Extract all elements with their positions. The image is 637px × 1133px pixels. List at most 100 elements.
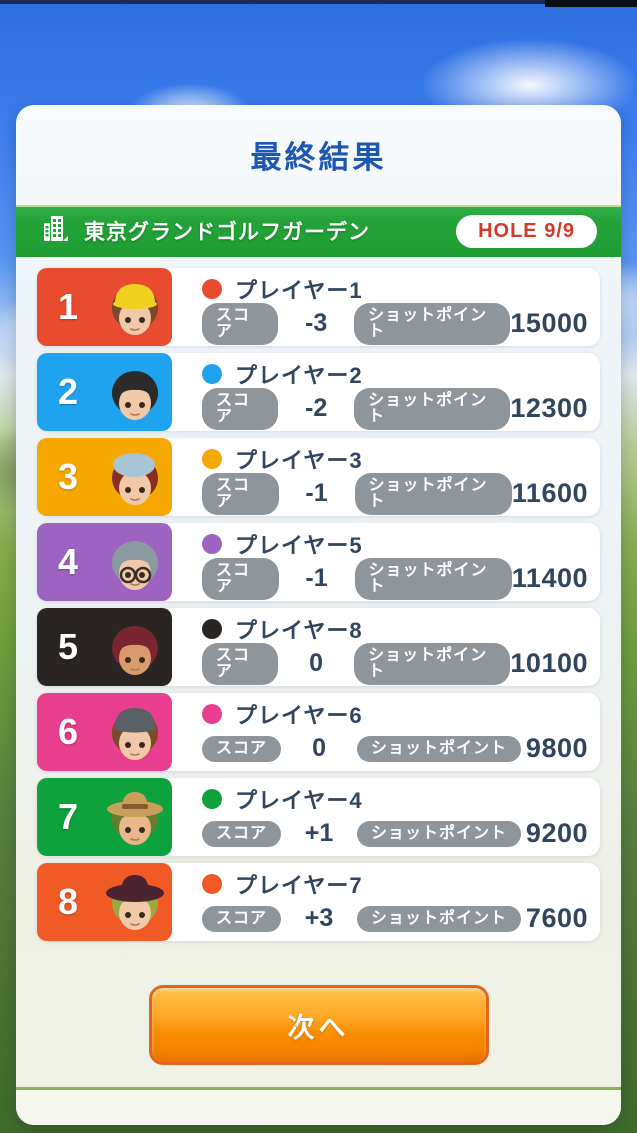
player-avatar-icon: [98, 270, 172, 346]
player-color-dot: [202, 873, 222, 894]
player-name: プレイヤー2: [235, 362, 363, 388]
rank-number: 5: [57, 626, 79, 667]
shot-point-value: 11600: [511, 478, 588, 508]
top-edge-artifact: [0, 0, 637, 4]
player-row-main: プレイヤー1 スコア -3 ショットポイント 15000: [172, 268, 600, 346]
rank-badge: 4: [37, 523, 172, 601]
player-row: 3 プレイヤー3 スコア -1 ショットポイント 11600: [37, 438, 600, 516]
ranking-list: 1 プレイヤー1 スコア -3 ショットポイント 15000 2 プレイヤー2: [37, 268, 600, 941]
shot-point-value: 9200: [525, 818, 588, 848]
shot-point-label-pill: ショットポイント: [354, 557, 512, 600]
player-row-main: プレイヤー6 スコア 0 ショットポイント 9800: [172, 693, 600, 771]
score-label-pill: スコア: [202, 472, 279, 515]
page-title: 最終結果: [250, 140, 387, 175]
course-name: 東京グランドゴルフガーデン: [84, 221, 370, 244]
score-value: -3: [305, 309, 328, 337]
player-row: 7 プレイヤー4 スコア +1 ショットポイント 9200: [37, 778, 600, 856]
player-name: プレイヤー5: [235, 532, 363, 558]
course-header-bar: 東京グランドゴルフガーデン HOLE 9/9: [16, 205, 621, 257]
shot-point-label-pill: ショットポイント: [354, 642, 511, 685]
player-row-main: プレイヤー2 スコア -2 ショットポイント 12300: [172, 353, 600, 431]
player-color-dot: [202, 448, 222, 469]
top-right-artifact: [545, 0, 637, 7]
shot-point-label-pill: ショットポイント: [354, 472, 512, 515]
player-avatar-icon: [98, 865, 172, 941]
shot-point-value: 15000: [510, 308, 588, 338]
hole-indicator: HOLE 9/9: [456, 214, 597, 248]
player-avatar-icon: [98, 355, 172, 431]
player-name: プレイヤー4: [235, 787, 363, 813]
rank-number: 6: [57, 711, 79, 752]
player-avatar-icon: [98, 440, 172, 516]
shot-point-value: 12300: [510, 393, 588, 423]
building-icon: [40, 213, 72, 250]
player-row: 6 プレイヤー6 スコア 0 ショットポイント 9800: [37, 693, 600, 771]
player-row: 1 プレイヤー1 スコア -3 ショットポイント 15000: [37, 268, 600, 346]
score-value: 0: [309, 649, 324, 677]
player-row: 8 プレイヤー7 スコア +3 ショットポイント 7600: [37, 863, 600, 941]
player-row-main: プレイヤー3 スコア -1 ショットポイント 11600: [172, 438, 600, 516]
score-label-pill: スコア: [202, 302, 279, 345]
rank-number: 2: [57, 371, 79, 412]
results-panel: 最終結果: [16, 105, 621, 1125]
player-name: プレイヤー7: [235, 872, 363, 898]
rank-number: 4: [57, 541, 79, 582]
score-value: -1: [305, 564, 328, 592]
player-avatar-icon: [98, 780, 172, 856]
player-avatar-icon: [98, 610, 172, 686]
player-name: プレイヤー1: [235, 277, 363, 303]
next-button[interactable]: 次へ: [148, 985, 489, 1065]
score-value: -1: [305, 479, 328, 507]
player-avatar-icon: [98, 525, 172, 601]
player-row-main: プレイヤー5 スコア -1 ショットポイント 11400: [172, 523, 600, 601]
shot-point-value: 11400: [511, 563, 588, 593]
shot-point-label-pill: ショットポイント: [354, 387, 511, 430]
player-color-dot: [202, 533, 222, 554]
shot-point-value: 9800: [525, 733, 588, 763]
player-row-main: プレイヤー7 スコア +3 ショットポイント 7600: [172, 863, 600, 941]
player-row-main: プレイヤー4 スコア +1 ショットポイント 9200: [172, 778, 600, 856]
shot-point-label-pill: ショットポイント: [357, 820, 522, 847]
player-name: プレイヤー6: [235, 702, 363, 728]
rank-number: 7: [57, 796, 79, 837]
score-label-pill: スコア: [202, 557, 279, 600]
player-row: 4 プレイヤー5 スコア -1 ショットポイント 11400: [37, 523, 600, 601]
player-color-dot: [202, 788, 222, 809]
rank-number: 3: [57, 456, 79, 497]
rank-badge: 7: [37, 778, 172, 856]
shot-point-label-pill: ショットポイント: [357, 905, 522, 932]
rank-number: 8: [57, 881, 79, 922]
player-avatar-icon: [98, 695, 172, 771]
rank-badge: 5: [37, 608, 172, 686]
footer-divider: [16, 1087, 621, 1090]
rank-badge: 6: [37, 693, 172, 771]
player-color-dot: [202, 278, 222, 299]
player-color-dot: [202, 618, 222, 639]
player-row: 5 プレイヤー8 スコア 0 ショットポイント 10100: [37, 608, 600, 686]
player-row: 2 プレイヤー2 スコア -2 ショットポイント 12300: [37, 353, 600, 431]
score-label-pill: スコア: [202, 905, 282, 932]
rank-badge: 3: [37, 438, 172, 516]
player-name: プレイヤー8: [235, 617, 363, 643]
rank-badge: 2: [37, 353, 172, 431]
score-label-pill: スコア: [202, 642, 279, 685]
shot-point-value: 7600: [525, 903, 588, 933]
footer-strip: [16, 1090, 621, 1125]
shot-point-label-pill: ショットポイント: [357, 735, 522, 762]
player-name: プレイヤー3: [235, 447, 363, 473]
score-label-pill: スコア: [202, 820, 282, 847]
player-row-main: プレイヤー8 スコア 0 ショットポイント 10100: [172, 608, 600, 686]
score-value: +1: [304, 819, 334, 847]
player-color-dot: [202, 703, 222, 724]
score-value: +3: [304, 904, 334, 932]
shot-point-label-pill: ショットポイント: [354, 302, 511, 345]
shot-point-value: 10100: [510, 648, 588, 678]
player-color-dot: [202, 363, 222, 384]
score-value: -2: [305, 394, 328, 422]
score-label-pill: スコア: [202, 387, 279, 430]
rank-number: 1: [57, 286, 79, 327]
rank-badge: 8: [37, 863, 172, 941]
score-value: 0: [312, 734, 326, 762]
rank-badge: 1: [37, 268, 172, 346]
